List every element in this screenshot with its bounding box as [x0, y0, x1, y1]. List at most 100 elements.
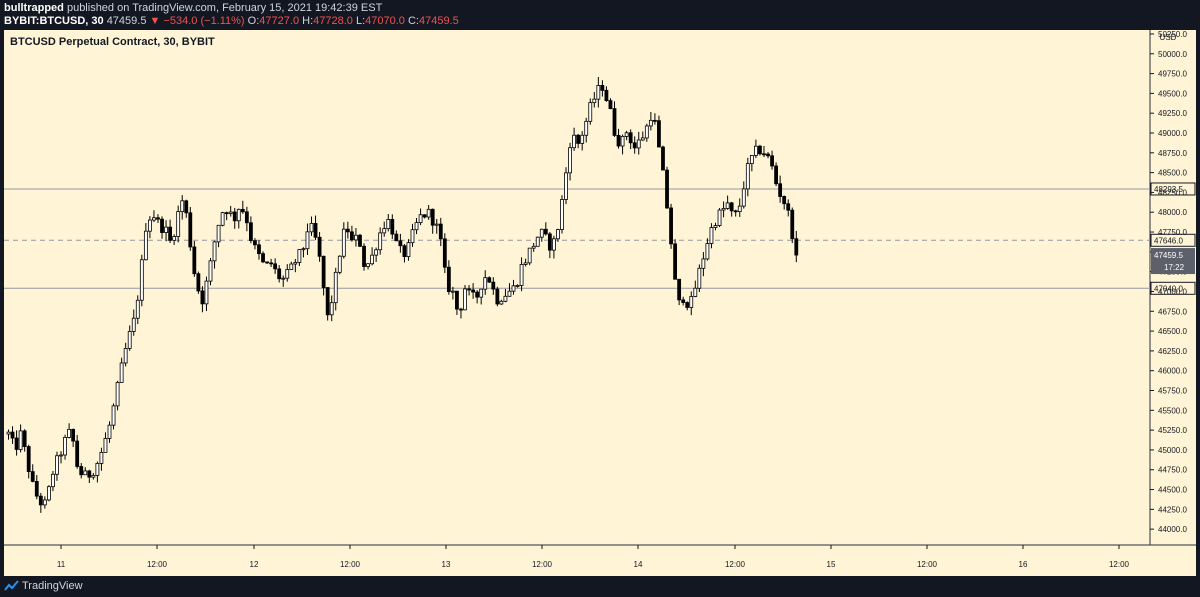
candle-body	[762, 153, 766, 156]
candle-body	[313, 222, 318, 238]
candle-body	[628, 132, 633, 144]
candle-body	[560, 199, 564, 230]
footer-bar: TradingView	[0, 576, 1200, 597]
candle-body	[515, 285, 520, 287]
author-name[interactable]: bulltrapped	[4, 2, 64, 14]
candle-body	[289, 263, 294, 270]
x-tick-label: 12:00	[532, 560, 553, 569]
candle-body	[523, 262, 528, 265]
candle-body	[87, 470, 92, 478]
candle-body	[782, 196, 787, 205]
x-tick-label: 12:00	[340, 560, 361, 569]
candle-body	[253, 240, 257, 246]
candle-body	[406, 242, 411, 258]
candle-body	[430, 208, 435, 226]
down-arrow-icon: ▼	[149, 15, 161, 27]
candle-body	[669, 207, 673, 245]
candle-body	[216, 224, 221, 243]
candle-body	[51, 473, 55, 488]
candle-body	[321, 255, 326, 288]
candle-body	[677, 278, 682, 301]
countdown-label: 17:22	[1164, 263, 1185, 272]
candle-body	[147, 219, 152, 232]
candle-body	[717, 209, 722, 226]
candle-body	[475, 291, 480, 298]
y-tick-label: 50250.0	[1158, 30, 1187, 39]
candle-body	[754, 145, 758, 156]
x-tick-label: 12:00	[1109, 560, 1130, 569]
candle-body	[588, 102, 593, 122]
y-tick-label: 47000.0	[1158, 287, 1187, 296]
candle-body	[450, 290, 455, 293]
plot-area[interactable]	[4, 30, 1150, 545]
candle-body	[208, 260, 213, 282]
x-tick-label: 11	[57, 560, 66, 569]
y-tick-label: 49750.0	[1158, 70, 1187, 79]
candle-body	[301, 248, 306, 251]
time-axis[interactable]	[4, 545, 1196, 576]
y-tick-label: 49500.0	[1158, 89, 1187, 98]
candle-body	[204, 280, 209, 305]
candle-body	[358, 234, 362, 247]
candle-body	[644, 125, 649, 139]
candle-body	[446, 266, 451, 292]
candle-body	[463, 288, 467, 311]
candle-body	[366, 263, 370, 267]
level-label-box	[1150, 281, 1196, 295]
candle-body	[55, 455, 59, 475]
x-tick-label: 12	[250, 560, 259, 569]
candle-body	[402, 245, 407, 258]
tradingview-logo-icon[interactable]	[4, 580, 20, 592]
candle-body	[79, 466, 84, 476]
candle-body	[487, 277, 492, 283]
candle-body	[543, 228, 548, 235]
x-tick-label: 14	[634, 560, 643, 569]
candle-body	[503, 295, 508, 302]
candle-body	[164, 226, 168, 233]
price-chart[interactable]: USD 48293.5 47646.0 47040.0 44000.0 44250.0…	[0, 30, 1200, 576]
candle-body	[188, 212, 193, 248]
symbol-label[interactable]: BYBIT:BTCUSD, 30	[4, 15, 104, 27]
level-label-box	[1150, 182, 1196, 196]
candle-body	[297, 249, 302, 263]
candle-body	[572, 134, 576, 149]
brand-name[interactable]: TradingView	[22, 580, 83, 592]
candle-body	[778, 183, 783, 197]
candle-body	[459, 308, 463, 311]
y-tick-label: 46000.0	[1158, 367, 1187, 376]
candle-body	[422, 214, 427, 218]
candle-body	[624, 132, 629, 137]
candle-body	[131, 317, 136, 332]
candle-body	[345, 228, 350, 233]
candle-body	[26, 446, 31, 472]
candle-body	[107, 424, 112, 439]
chart-title: BTCUSD Perpetual Contract, 30, BYBIT	[10, 36, 215, 48]
ohlc-legend: BYBIT:BTCUSD, 30 47459.5 ▼ −534.0 (−1.11…	[4, 15, 459, 27]
high-label: H:	[302, 15, 314, 27]
candle-body	[236, 208, 241, 222]
candle-body	[139, 259, 144, 301]
candle-body	[721, 208, 726, 211]
candle-body	[770, 155, 774, 167]
candle-body	[14, 437, 19, 450]
x-tick-label: 15	[827, 560, 836, 569]
last-price-label: 47459.5	[1154, 251, 1183, 260]
candle-body	[67, 428, 71, 438]
candle-body	[244, 211, 249, 224]
candle-body	[317, 236, 322, 257]
candle-body	[511, 285, 516, 292]
candle-body	[713, 225, 718, 228]
candle-body	[265, 261, 269, 264]
close-label: C:	[407, 15, 419, 27]
candle-body	[95, 462, 100, 476]
candle-body	[325, 287, 330, 316]
candle-body	[277, 268, 282, 280]
candle-body	[22, 430, 27, 447]
candle-body	[685, 302, 690, 308]
candle-body	[620, 136, 625, 147]
open-label: O:	[247, 15, 260, 27]
candle-body	[261, 253, 265, 263]
y-tick-label: 45000.0	[1158, 446, 1187, 455]
candle-body	[576, 134, 581, 144]
candle-body	[281, 277, 286, 280]
